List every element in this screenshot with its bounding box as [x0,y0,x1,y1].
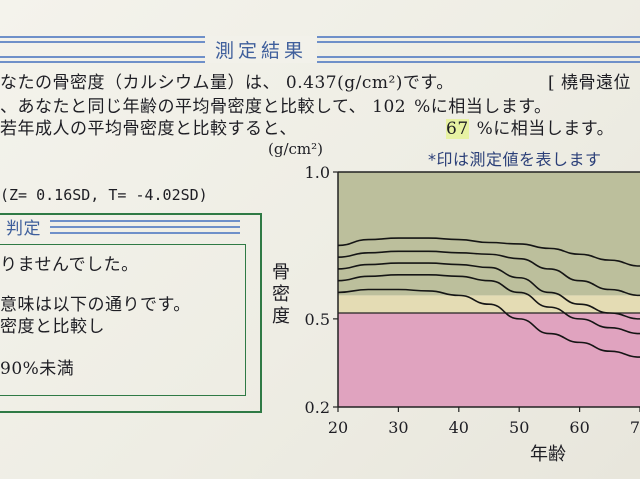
series-line-4 [337,274,640,335]
judgment-line-1: りませんでした。 [0,255,139,275]
zone-band-1 [338,295,640,313]
header-rule-bottom-2 [0,61,640,63]
x-tick-label-60: 60 [569,418,589,437]
young-adult-value-group: 67 %に相当します。 [446,114,614,139]
result-line-2-suffix: %に相当します。 [414,97,552,117]
judgment-line-4: 90%未満 [0,359,75,379]
judgment-line-2: 意味は以下の通りです。 [0,295,191,315]
series-line-1 [337,237,640,267]
age-compare-value: 102 [372,97,407,117]
x-axis-title: 年齢 [530,444,566,465]
result-line-2: 、あなたと同じ年齢の平均骨密度と比較して、 102 %に相当します。 [0,92,552,117]
header-rule-bottom-1 [0,56,640,58]
x-tick-label-30: 30 [388,418,408,437]
result-line-3-suffix: %に相当します。 [476,119,615,139]
y-tick-label-0.2: 0.2 [305,398,330,417]
judgment-inner-box [0,244,246,396]
series-line-3 [337,262,640,320]
y-tick-label-0.5: 0.5 [305,310,330,329]
series-line-5 [337,288,640,358]
unit-label: (g/cm²) [268,140,323,158]
result-line-3-prefix: 若年成人の平均骨密度と比較すると、 [0,119,297,139]
x-tick-label-70: 70 [630,418,640,437]
y-tick-label-1.0: 1.0 [305,163,330,182]
zone-band-2 [338,172,640,296]
measured-note: *印は測定値を表します [428,150,602,169]
x-tick-label-50: 50 [509,418,529,437]
y-axis-title: 骨密度 [272,262,290,327]
site-label: [ 橈骨遠位 [548,73,632,93]
judgment-box [0,213,262,413]
z-t-scores: (Z= 0.16SD, T= -4.02SD) [0,186,208,204]
judgment-line-3: 密度と比較し [0,317,105,337]
judgment-title: 判定 [6,219,41,239]
young-adult-compare-value: 67 [446,119,469,139]
header-rule-top-2 [0,41,640,43]
judgment-rule-2 [50,226,240,228]
x-tick-label-20: 20 [328,418,348,437]
result-line-1: なたの骨密度（カルシウム量）は、 0.437(g/cm²)です。 [0,73,454,93]
judgment-rule-3 [50,232,240,234]
result-title: 測定結果 [205,36,318,63]
header-rule-top-1 [0,36,640,38]
zone-band-0 [338,313,640,407]
x-tick-label-40: 40 [449,418,469,437]
result-line-2-prefix: 、あなたと同じ年齢の平均骨密度と比較して、 [0,97,367,117]
result-line-3: 若年成人の平均骨密度と比較すると、 [0,114,297,139]
series-line-2 [337,250,640,297]
judgment-rule-1 [50,220,240,222]
